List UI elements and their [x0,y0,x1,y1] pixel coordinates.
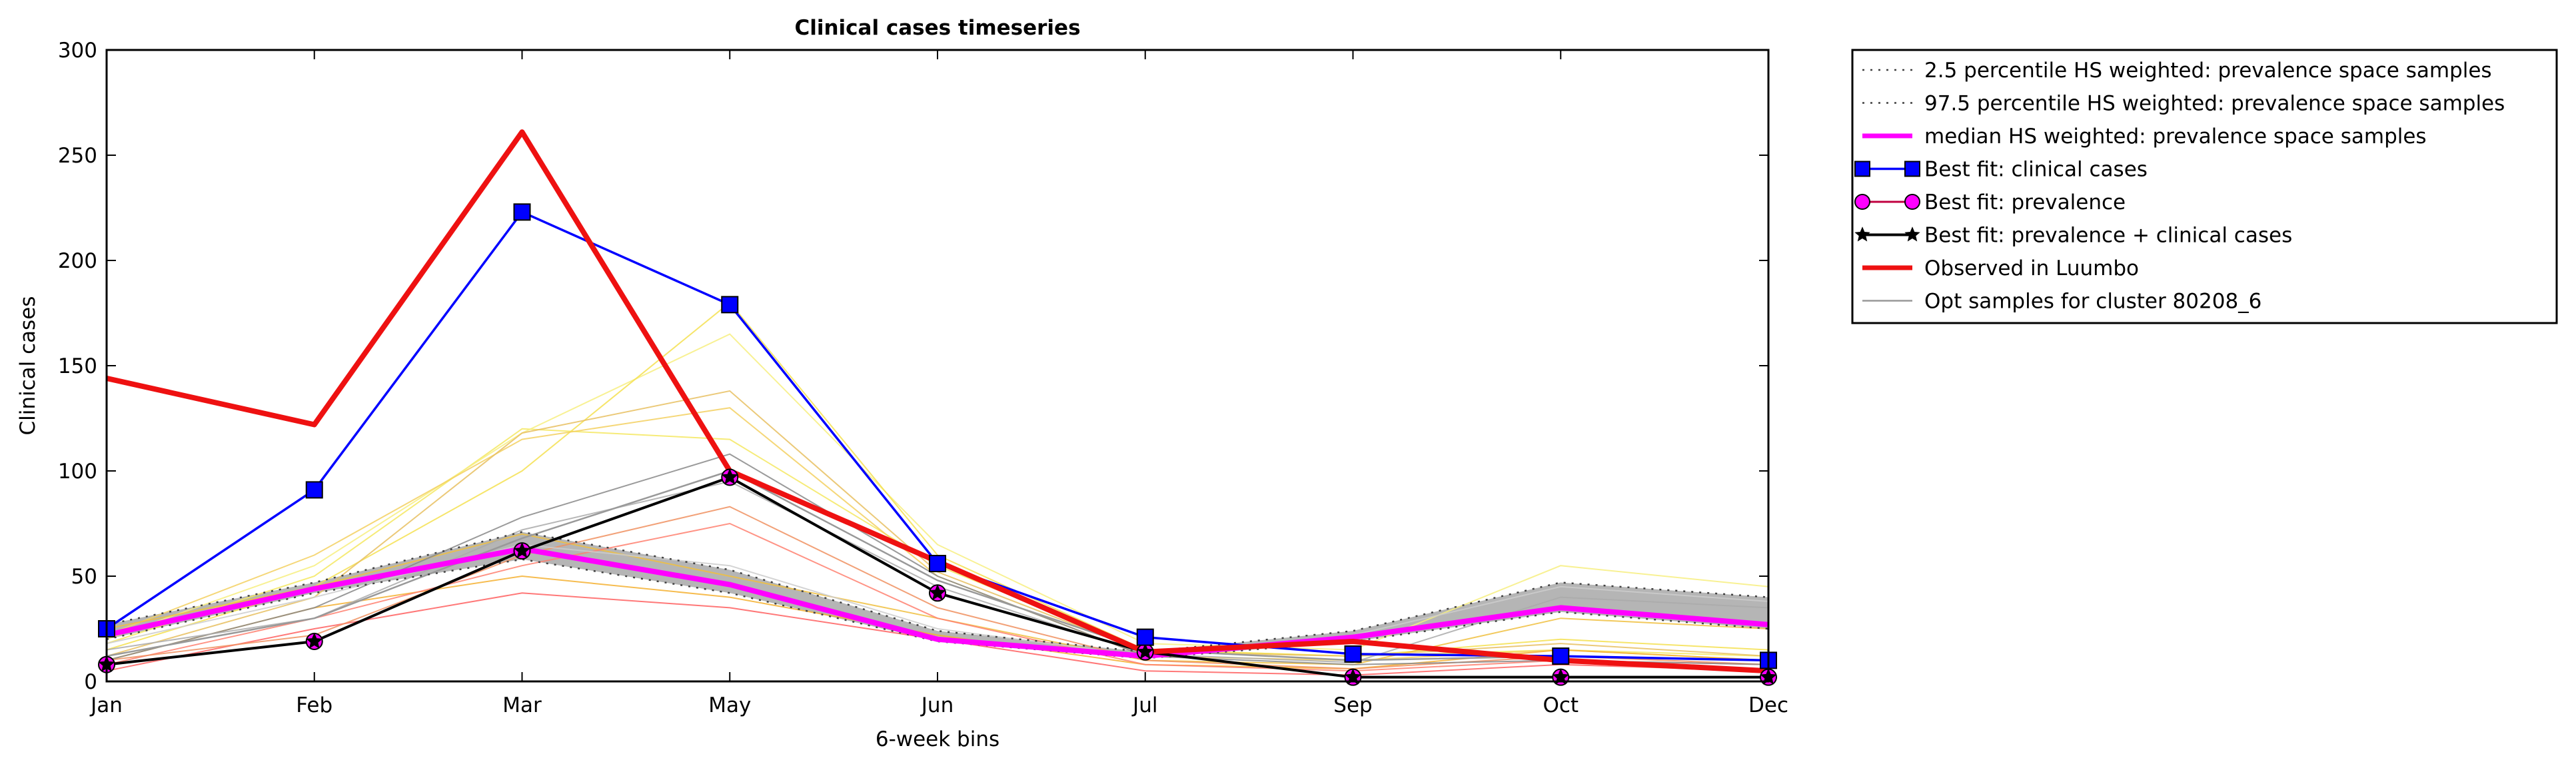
legend-marker [1904,226,1920,242]
x-tick-label: Oct [1543,693,1579,717]
clinical-fit-point [1344,645,1362,663]
sample-lines [106,301,1769,676]
y-tick-label: 0 [84,670,97,694]
legend-marker [1904,161,1920,177]
legend-label: Best fit: clinical cases [1924,158,2148,182]
combined-fit-point [306,632,323,649]
legend-label: Observed in Luumbo [1924,256,2139,280]
legend-label: 97.5 percentile HS weighted: prevalence … [1924,92,2505,116]
clinical-fit-point [929,555,946,573]
legend-label: median HS weighted: prevalence space sam… [1924,125,2427,149]
x-tick-label: Feb [296,693,332,717]
legend-marker [1904,194,1920,210]
y-tick-label: 250 [58,144,97,168]
legend-label: Best fit: prevalence + clinical cases [1924,224,2292,248]
x-tick-label: Jul [1131,693,1157,717]
combined-fit-point [513,542,531,558]
legend-marker [1854,194,1870,210]
legend-label: 2.5 percentile HS weighted: prevalence s… [1924,59,2492,83]
clinical-fit-point [513,203,531,221]
percentile-band [107,532,1768,659]
clinical-fit-point [1136,628,1154,646]
y-tick-label: 50 [71,565,97,589]
y-tick-label: 300 [58,39,97,63]
x-tick-label: May [708,693,751,717]
combined-fit-point [721,468,738,485]
y-tick-label: 100 [58,460,97,484]
legend-marker [1854,161,1870,177]
legend: 2.5 percentile HS weighted: prevalence s… [1851,49,2558,324]
y-tick-label: 200 [58,249,97,273]
clinical-fit-point [305,481,323,499]
series-line [106,546,1769,659]
x-tick-label: Dec [1748,693,1788,717]
x-axis: Jan Feb Mar May Jun Jul Sep Oct Dec [89,50,1788,717]
clinical-fit-point [721,296,739,314]
x-tick-label: Jun [920,693,954,717]
y-axis: 0 50 100 150 200 250 300 [58,39,1768,694]
combined-fit-point [929,583,946,601]
y-tick-label: 150 [58,354,97,378]
x-axis-label: 6-week bins [876,727,999,751]
sample-line [106,544,1769,657]
legend-frame [1851,49,2558,324]
clinical-fit-point [1552,647,1570,665]
x-tick-label: Mar [502,693,542,717]
sample-line [106,506,1769,670]
legend-marker [1854,226,1870,242]
x-tick-label: Sep [1333,693,1372,717]
y-axis-label: Clinical cases [16,296,40,435]
legend-label: Opt samples for cluster 80208_6 [1924,290,2261,314]
x-tick-label: Jan [89,693,123,717]
percentile-band-area [107,532,1768,659]
sample-line [106,333,1769,651]
sample-line [106,522,1769,672]
legend-label: Best fit: prevalence [1924,191,2126,214]
chart-title: Clinical cases timeseries [794,16,1080,40]
series-line [106,470,1769,661]
combined-fit-point [1137,643,1154,659]
